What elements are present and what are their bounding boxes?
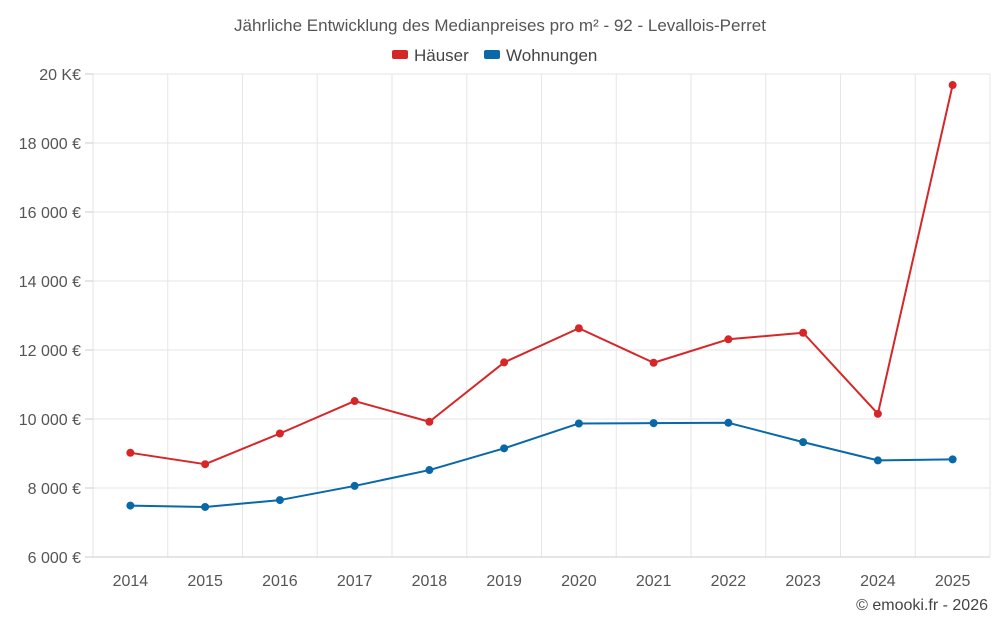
legend-swatch	[484, 50, 500, 59]
data-point[interactable]	[201, 460, 210, 469]
data-point[interactable]	[799, 438, 808, 447]
data-point[interactable]	[799, 328, 808, 337]
data-point[interactable]	[948, 455, 957, 464]
y-tick-label: 8 000 €	[28, 481, 81, 498]
x-tick-label: 2025	[935, 573, 971, 590]
data-point[interactable]	[574, 419, 583, 428]
y-axis-ticks: 6 000 € 8 000 € 10 000 € 12 000 € 14 000 € 16…	[19, 67, 93, 567]
x-tick-label: 2018	[412, 573, 448, 590]
chart-title: Jährliche Entwicklung des Medianpreises …	[234, 16, 766, 35]
x-tick-label: 2015	[187, 573, 223, 590]
x-tick-label: 2016	[262, 573, 298, 590]
data-point[interactable]	[500, 444, 509, 453]
data-point[interactable]	[201, 502, 210, 511]
x-tick-label: 2022	[711, 573, 747, 590]
data-point[interactable]	[350, 397, 359, 406]
data-point[interactable]	[724, 335, 733, 344]
x-tick-label: 2019	[486, 573, 522, 590]
legend-label[interactable]: Wohnungen	[506, 46, 597, 65]
series-group	[126, 81, 957, 511]
y-tick-label: 6 000 €	[28, 550, 81, 567]
data-point[interactable]	[873, 456, 882, 465]
x-tick-label: 2023	[785, 573, 821, 590]
data-point[interactable]	[275, 429, 284, 438]
y-tick-label: 14 000 €	[19, 274, 81, 291]
y-tick-label: 18 000 €	[19, 136, 81, 153]
data-point[interactable]	[724, 418, 733, 427]
legend-swatch	[392, 50, 408, 59]
data-point[interactable]	[425, 417, 434, 426]
data-point[interactable]	[873, 409, 882, 418]
data-point[interactable]	[649, 419, 658, 428]
y-tick-label: 12 000 €	[19, 343, 81, 360]
x-tick-label: 2014	[113, 573, 149, 590]
x-axis-ticks: 2014 2015 2016 2017 2018 2019 2020 2021 2022 2023…	[113, 573, 971, 590]
y-tick-label: 20 K€	[39, 67, 81, 84]
series-line	[130, 84, 954, 466]
data-point[interactable]	[350, 481, 359, 490]
credit-text: © emooki.fr - 2026	[856, 597, 988, 614]
data-point[interactable]	[649, 358, 658, 367]
series-line	[130, 421, 953, 508]
x-tick-label: 2020	[561, 573, 597, 590]
x-tick-label: 2021	[636, 573, 672, 590]
y-tick-label: 10 000 €	[19, 412, 81, 429]
data-point[interactable]	[126, 448, 135, 457]
legend-label[interactable]: Häuser	[414, 46, 469, 65]
x-tick-label: 2017	[337, 573, 373, 590]
data-point[interactable]	[425, 466, 434, 475]
data-point[interactable]	[500, 358, 509, 367]
legend: Häuser Wohnungen	[392, 46, 597, 65]
data-point[interactable]	[574, 324, 583, 333]
y-tick-label: 16 000 €	[19, 205, 81, 222]
x-tick-label: 2024	[860, 573, 896, 590]
data-point[interactable]	[275, 496, 284, 505]
data-point[interactable]	[126, 501, 135, 510]
x-gridlines	[92, 74, 991, 558]
data-point[interactable]	[948, 81, 957, 90]
